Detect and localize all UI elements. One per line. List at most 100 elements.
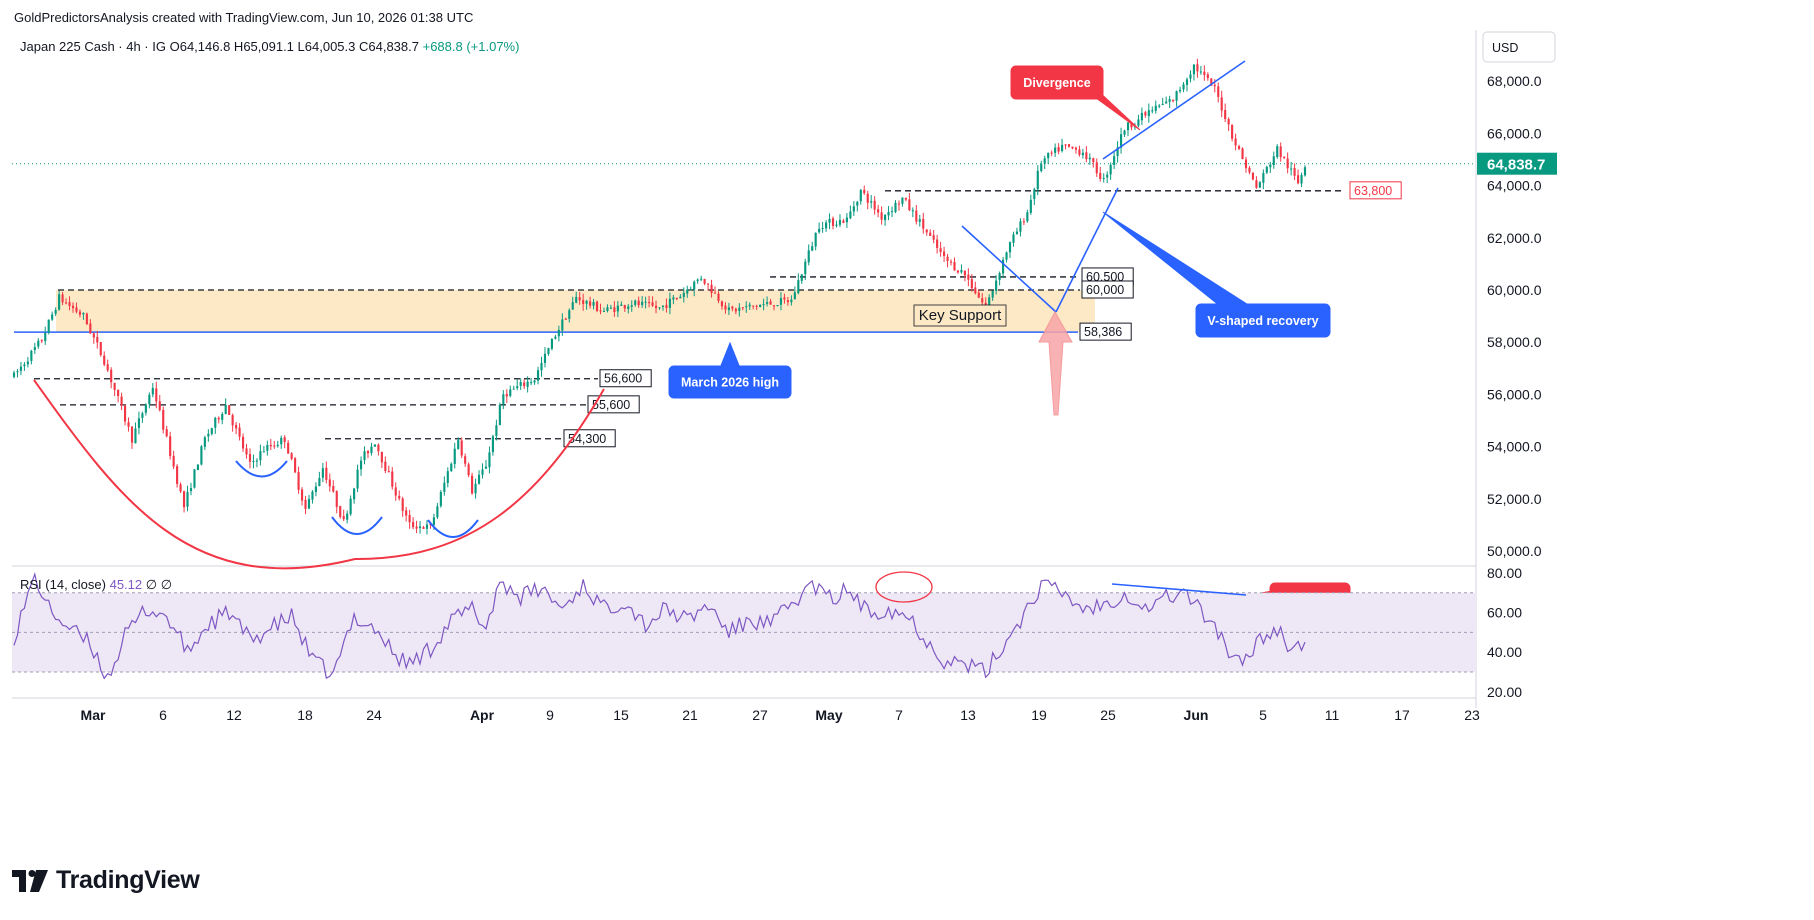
candle [464,453,467,467]
candle [155,381,158,409]
candle [1276,144,1279,159]
v-shaped-recovery-callout[interactable]: V-shaped recovery [1102,211,1331,338]
candle [818,222,821,234]
candle [939,241,942,257]
candle [1099,166,1102,182]
candle [64,298,68,305]
candle-body [942,251,946,257]
candle [481,463,484,479]
candle-body [1085,152,1088,160]
candle-body [464,456,467,464]
candle [1137,114,1140,128]
candle-body [686,289,689,294]
candle-body [155,388,158,402]
candle-body [1213,84,1216,87]
candle-body [415,526,418,529]
march-high-callout[interactable]: March 2026 high [668,341,792,399]
currency-button[interactable]: USD [1482,31,1556,63]
candle-body [949,261,953,263]
candle [484,459,488,469]
candle-body [825,222,828,229]
price-tick: 54,000.0 [1487,439,1542,455]
candle [1144,110,1147,118]
candle-body [727,307,730,311]
candle-body [564,318,567,320]
candle-body [172,455,175,467]
candle [675,297,678,301]
candle [117,389,120,403]
candle [1196,58,1199,78]
candle-body [335,491,338,507]
candle-body [991,290,994,298]
candles-layer [12,58,1307,535]
candle-body [231,415,234,426]
candle [592,298,595,310]
candle [766,296,769,307]
candle [321,462,324,483]
candle-body [884,214,887,221]
candle-body [453,448,456,465]
candle-body [616,305,619,312]
candle-body [890,211,894,213]
candle-body [495,425,498,436]
candle [446,467,449,488]
candle-body [380,451,383,463]
candle [1189,70,1192,83]
candle-body [842,220,845,223]
candle-body [127,422,130,427]
candle-body [1033,189,1036,200]
candle-body [37,340,40,347]
candle-body [1224,110,1227,120]
candle-body [974,287,977,294]
candle-body [1217,86,1220,97]
divergence-callout[interactable]: Divergence [1010,65,1141,131]
price-tick: 52,000.0 [1487,491,1542,507]
candle [995,275,998,295]
candle-body [1019,221,1022,232]
candle [162,406,165,434]
candle-body [332,486,335,492]
candle [40,339,43,344]
candle [512,385,515,390]
candle [148,392,151,409]
candle-body [349,498,352,515]
candle-body [196,464,200,471]
candle-body [644,301,647,303]
candle [814,232,817,251]
candle [568,308,571,323]
candle [901,197,904,207]
candle [318,471,321,487]
candle [835,220,838,228]
candle [96,330,99,349]
candle [533,379,536,385]
candle [1161,97,1164,106]
currency-box[interactable] [1482,31,1556,63]
candle [1217,82,1220,103]
candle [696,278,699,284]
ohlc-legend-part: C64,838.7 [355,39,419,54]
candle [1175,90,1178,107]
candle [200,445,203,466]
candle-body [297,472,300,490]
candle-body [776,305,779,307]
candle [759,304,762,308]
candle-body [33,347,36,351]
candle-body [40,340,43,342]
candle [651,296,654,307]
candle [929,229,932,237]
candle [283,435,286,449]
candle-body [512,388,515,390]
candle-body [1272,156,1275,166]
candle-body [734,308,737,312]
candle-body [845,217,848,223]
time-tick: 17 [1394,707,1410,723]
candle-body [200,446,203,465]
candle-body [103,355,106,365]
candle [960,264,963,274]
candle-body [346,513,349,520]
candle-body [241,436,245,449]
candle [998,271,1001,286]
key-support-text: Key Support [919,307,1002,324]
candle-body [1071,146,1074,149]
